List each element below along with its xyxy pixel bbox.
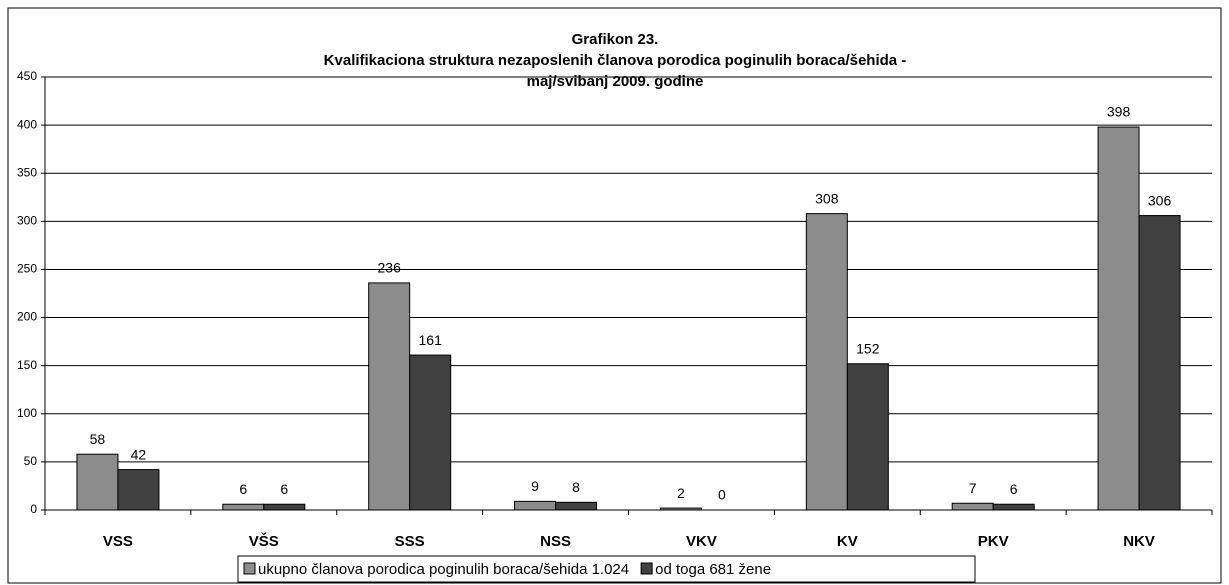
bar: [555, 501, 598, 511]
data-label: 398: [1107, 104, 1131, 120]
bar: [368, 282, 411, 511]
data-label: 6: [239, 481, 247, 497]
chart-frame: [7, 7, 1222, 584]
y-tick-label: 400: [17, 117, 37, 131]
legend-swatch: [640, 562, 653, 575]
y-tick-label: 150: [17, 358, 37, 372]
data-label: 7: [969, 480, 977, 496]
y-tick-label: 450: [17, 69, 37, 83]
bar: [514, 500, 557, 511]
data-label: 58: [90, 431, 106, 447]
data-label: 152: [856, 340, 880, 356]
x-tick-label: PKV: [978, 533, 1009, 550]
y-tick-label: 50: [24, 454, 38, 468]
legend-label: ukupno članova porodica poginulih boraca…: [258, 561, 629, 578]
x-tick-label: VŠS: [249, 532, 279, 550]
bar: [76, 453, 119, 511]
data-label: 6: [1010, 481, 1018, 497]
x-tick-label: VSS: [103, 533, 133, 550]
chart-title: Kvalifikaciona struktura nezaposlenih čl…: [324, 52, 907, 69]
legend-label: od toga 681 žene: [655, 561, 771, 578]
data-label: 306: [1148, 192, 1172, 208]
data-label: 6: [280, 481, 288, 497]
data-label: 236: [378, 260, 402, 276]
y-tick-label: 300: [17, 214, 37, 228]
x-tick-label: NSS: [540, 533, 571, 550]
bar: [846, 363, 889, 511]
x-tick-label: SSS: [395, 533, 425, 550]
data-label: 8: [572, 479, 580, 495]
bar: [222, 503, 265, 511]
bar: [951, 502, 994, 511]
data-label: 42: [131, 446, 147, 462]
data-label: 161: [419, 332, 443, 348]
x-tick-label: VKV: [686, 533, 717, 550]
bar: [263, 503, 306, 511]
bar: [1097, 126, 1140, 511]
x-tick-label: KV: [837, 533, 858, 550]
bar: [1138, 215, 1181, 511]
y-tick-label: 100: [17, 406, 37, 420]
data-label: 308: [815, 190, 839, 206]
chart-title: maj/svibanj 2009. godine: [527, 73, 704, 90]
chart-title: Grafikon 23.: [572, 31, 659, 48]
bar: [992, 503, 1035, 511]
y-tick-label: 250: [17, 262, 37, 276]
data-label: 9: [531, 478, 539, 494]
y-tick-label: 0: [30, 502, 37, 516]
legend-box: [237, 555, 976, 583]
y-tick-label: 200: [17, 310, 37, 324]
data-label: 2: [677, 485, 685, 501]
data-label: 0: [718, 487, 726, 503]
x-tick-label: NKV: [1123, 533, 1155, 550]
bar: [117, 469, 160, 511]
legend-swatch: [243, 562, 256, 575]
bar: [409, 354, 452, 511]
y-tick-label: 350: [17, 165, 37, 179]
bar: [805, 213, 848, 511]
